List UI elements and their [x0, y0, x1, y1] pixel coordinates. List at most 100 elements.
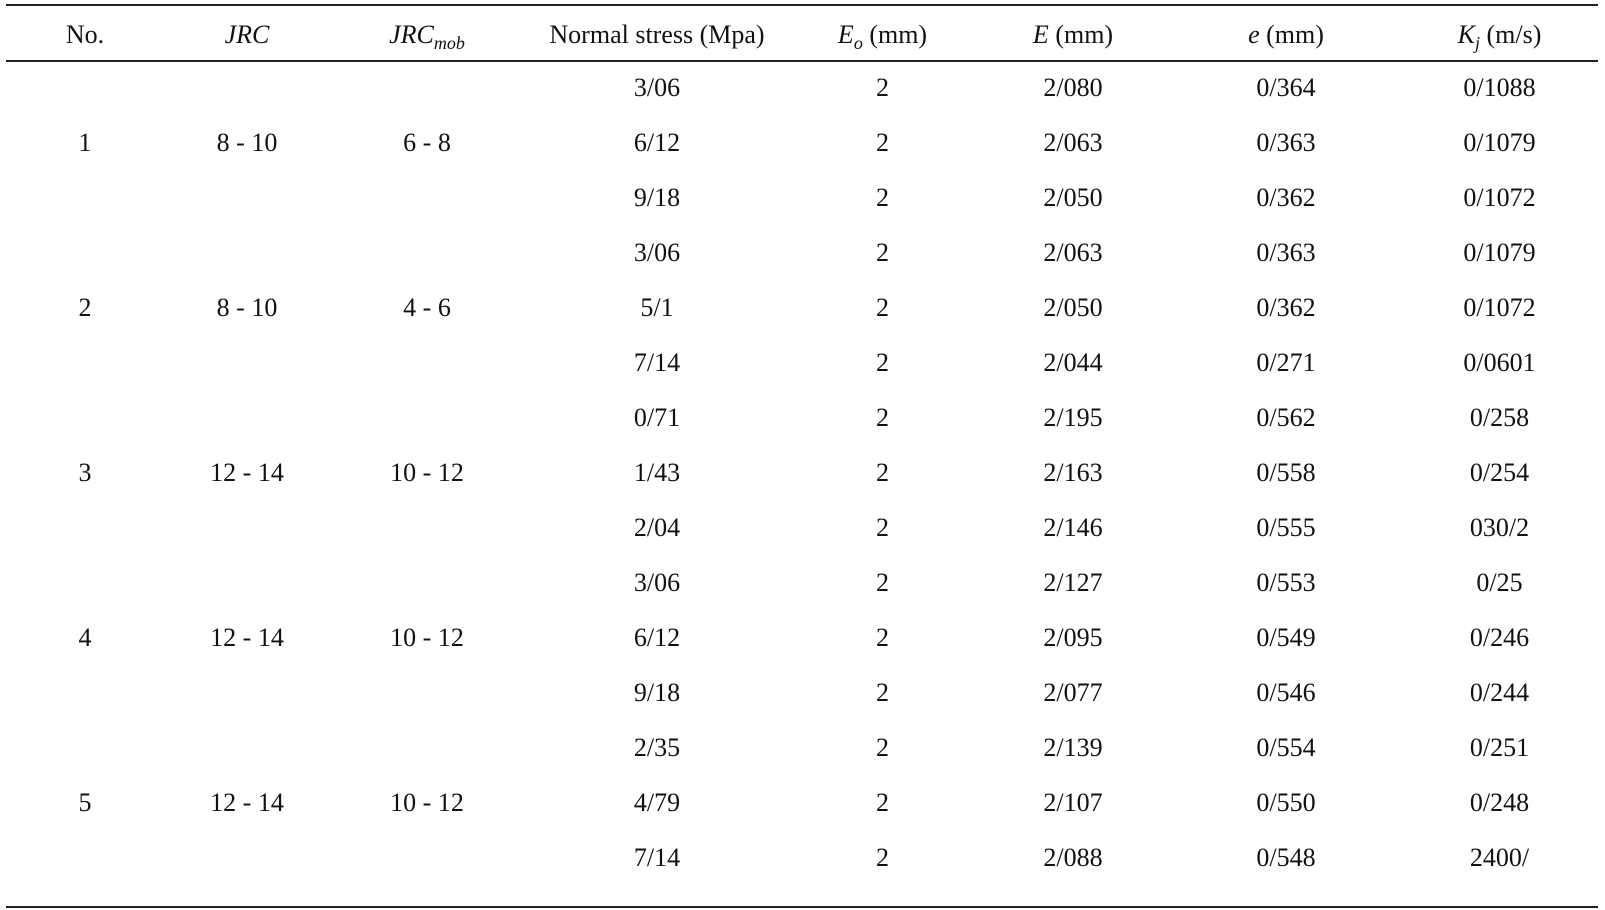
e-cap-cell: 2/195 [1043, 403, 1103, 432]
normal-stress-cell: 3/06 [633, 568, 681, 597]
kj-cell: 0/258 [1469, 403, 1530, 432]
normal-stress-cell: 4/79 [633, 788, 681, 817]
header-e: E (mm) [1032, 20, 1114, 49]
table-bottom-rule [6, 906, 1598, 908]
e-cap-cell: 2/044 [1043, 348, 1103, 377]
eo-cell: 2 [876, 293, 889, 322]
eo-cell: 2 [876, 568, 889, 597]
e-cap-cell: 2/127 [1043, 568, 1103, 597]
normal-stress-cell: 6/12 [633, 623, 681, 652]
e-cap-cell: 2/050 [1043, 183, 1103, 212]
table-row: 3/06 2 2/080 0/364 0/1088 [6, 60, 1598, 115]
group-jrc-mob-cell: 4 - 6 [403, 293, 451, 322]
normal-stress-cell: 2/04 [633, 513, 681, 542]
table-row: 0/71 2 2/195 0/562 0/258 [6, 390, 1598, 445]
eo-cell: 2 [876, 183, 889, 212]
kj-cell: 0/1072 [1463, 293, 1536, 322]
eo-cell: 2 [876, 458, 889, 487]
table-row: 4/79 2 2/107 0/550 0/248 [6, 775, 1598, 830]
eo-cell: 2 [876, 788, 889, 817]
table-group: 5 12 - 14 10 - 12 2/35 2 2/139 0/554 0/251 4/79 2… [6, 720, 1598, 885]
table-row: 1/43 2 2/163 0/558 0/254 [6, 445, 1598, 500]
table-row: 2/04 2 2/146 0/555 030/2 [6, 500, 1598, 555]
normal-stress-cell: 2/35 [633, 733, 681, 762]
table-group: 1 8 - 10 6 - 8 3/06 2 2/080 0/364 0/1088 6/12 2 2/… [6, 60, 1598, 225]
group-no-cell: 5 [78, 788, 92, 817]
eo-cell: 2 [876, 403, 889, 432]
normal-stress-cell: 3/06 [633, 238, 681, 267]
table-group: 4 12 - 14 10 - 12 3/06 2 2/127 0/553 0/25 6/12 2 2… [6, 555, 1598, 720]
e-cell: 0/549 [1256, 623, 1316, 652]
table-group: 3 12 - 14 10 - 12 0/71 2 2/195 0/562 0/258 1/43 2… [6, 390, 1598, 555]
table-row: 7/14 2 2/044 0/271 0/0601 [6, 335, 1598, 390]
header-no: No. [65, 20, 105, 49]
group-no-cell: 2 [78, 293, 92, 322]
normal-stress-cell: 0/71 [633, 403, 681, 432]
group-jrc-mob-cell: 6 - 8 [403, 128, 451, 157]
table-row: 9/18 2 2/077 0/546 0/244 [6, 665, 1598, 720]
e-cap-cell: 2/080 [1043, 73, 1103, 102]
kj-cell: 0/251 [1469, 733, 1530, 762]
group-jrc-cell: 12 - 14 [210, 788, 284, 817]
e-cap-cell: 2/063 [1043, 238, 1103, 267]
e-cell: 0/562 [1256, 403, 1316, 432]
table-row: 3/06 2 2/127 0/553 0/25 [6, 555, 1598, 610]
kj-cell: 2400/ [1469, 843, 1530, 872]
table-row: 9/18 2 2/050 0/362 0/1072 [6, 170, 1598, 225]
header-small-e: e (mm) [1248, 20, 1324, 49]
kj-cell: 0/1088 [1463, 73, 1536, 102]
kj-cell: 0/1072 [1463, 183, 1536, 212]
eo-cell: 2 [876, 623, 889, 652]
kj-cell: 0/0601 [1463, 348, 1536, 377]
e-cell: 0/555 [1256, 513, 1316, 542]
normal-stress-cell: 9/18 [633, 183, 681, 212]
normal-stress-cell: 5/1 [640, 293, 674, 322]
kj-cell: 0/244 [1469, 678, 1530, 707]
kj-cell: 0/248 [1469, 788, 1530, 817]
normal-stress-cell: 7/14 [633, 348, 681, 377]
e-cap-cell: 2/063 [1043, 128, 1103, 157]
header-kj: Kj (m/s) [1457, 20, 1542, 54]
table-group: 2 8 - 10 4 - 6 3/06 2 2/063 0/363 0/1079 5/1 2 2/0… [6, 225, 1598, 390]
table-header-rule [6, 60, 1598, 62]
table-row: 2/35 2 2/139 0/554 0/251 [6, 720, 1598, 775]
e-cell: 0/548 [1256, 843, 1316, 872]
group-jrc-cell: 8 - 10 [216, 293, 278, 322]
e-cap-cell: 2/095 [1043, 623, 1103, 652]
e-cell: 0/362 [1256, 293, 1316, 322]
eo-cell: 2 [876, 733, 889, 762]
e-cell: 0/363 [1256, 238, 1316, 267]
e-cell: 0/558 [1256, 458, 1316, 487]
group-no-cell: 3 [78, 458, 92, 487]
group-no-cell: 1 [78, 128, 92, 157]
e-cell: 0/554 [1256, 733, 1316, 762]
table-row: 5/1 2 2/050 0/362 0/1072 [6, 280, 1598, 335]
e-cap-cell: 2/163 [1043, 458, 1103, 487]
eo-cell: 2 [876, 678, 889, 707]
e-cap-cell: 2/107 [1043, 788, 1103, 817]
eo-cell: 2 [876, 843, 889, 872]
normal-stress-cell: 6/12 [633, 128, 681, 157]
group-jrc-cell: 12 - 14 [210, 458, 284, 487]
kj-cell: 0/246 [1469, 623, 1530, 652]
kj-cell: 0/254 [1469, 458, 1530, 487]
eo-cell: 2 [876, 348, 889, 377]
e-cell: 0/550 [1256, 788, 1316, 817]
e-cap-cell: 2/050 [1043, 293, 1103, 322]
table-row: 6/12 2 2/063 0/363 0/1079 [6, 115, 1598, 170]
eo-cell: 2 [876, 513, 889, 542]
header-normal-stress: Normal stress (Mpa) [549, 20, 765, 49]
e-cap-cell: 2/077 [1043, 678, 1103, 707]
kj-cell: 0/25 [1476, 568, 1523, 597]
header-jrc: JRC [224, 20, 270, 49]
e-cell: 0/271 [1256, 348, 1316, 377]
group-no-cell: 4 [78, 623, 92, 652]
table-header-row: No. JRC JRCmob Normal stress (Mpa) Eo (m… [6, 4, 1598, 60]
group-jrc-mob-cell: 10 - 12 [390, 788, 464, 817]
e-cap-cell: 2/088 [1043, 843, 1103, 872]
e-cell: 0/364 [1256, 73, 1316, 102]
header-eo: Eo (mm) [837, 20, 928, 54]
header-jrc-mob: JRCmob [389, 20, 465, 54]
e-cell: 0/363 [1256, 128, 1316, 157]
table-row: 3/06 2 2/063 0/363 0/1079 [6, 225, 1598, 280]
